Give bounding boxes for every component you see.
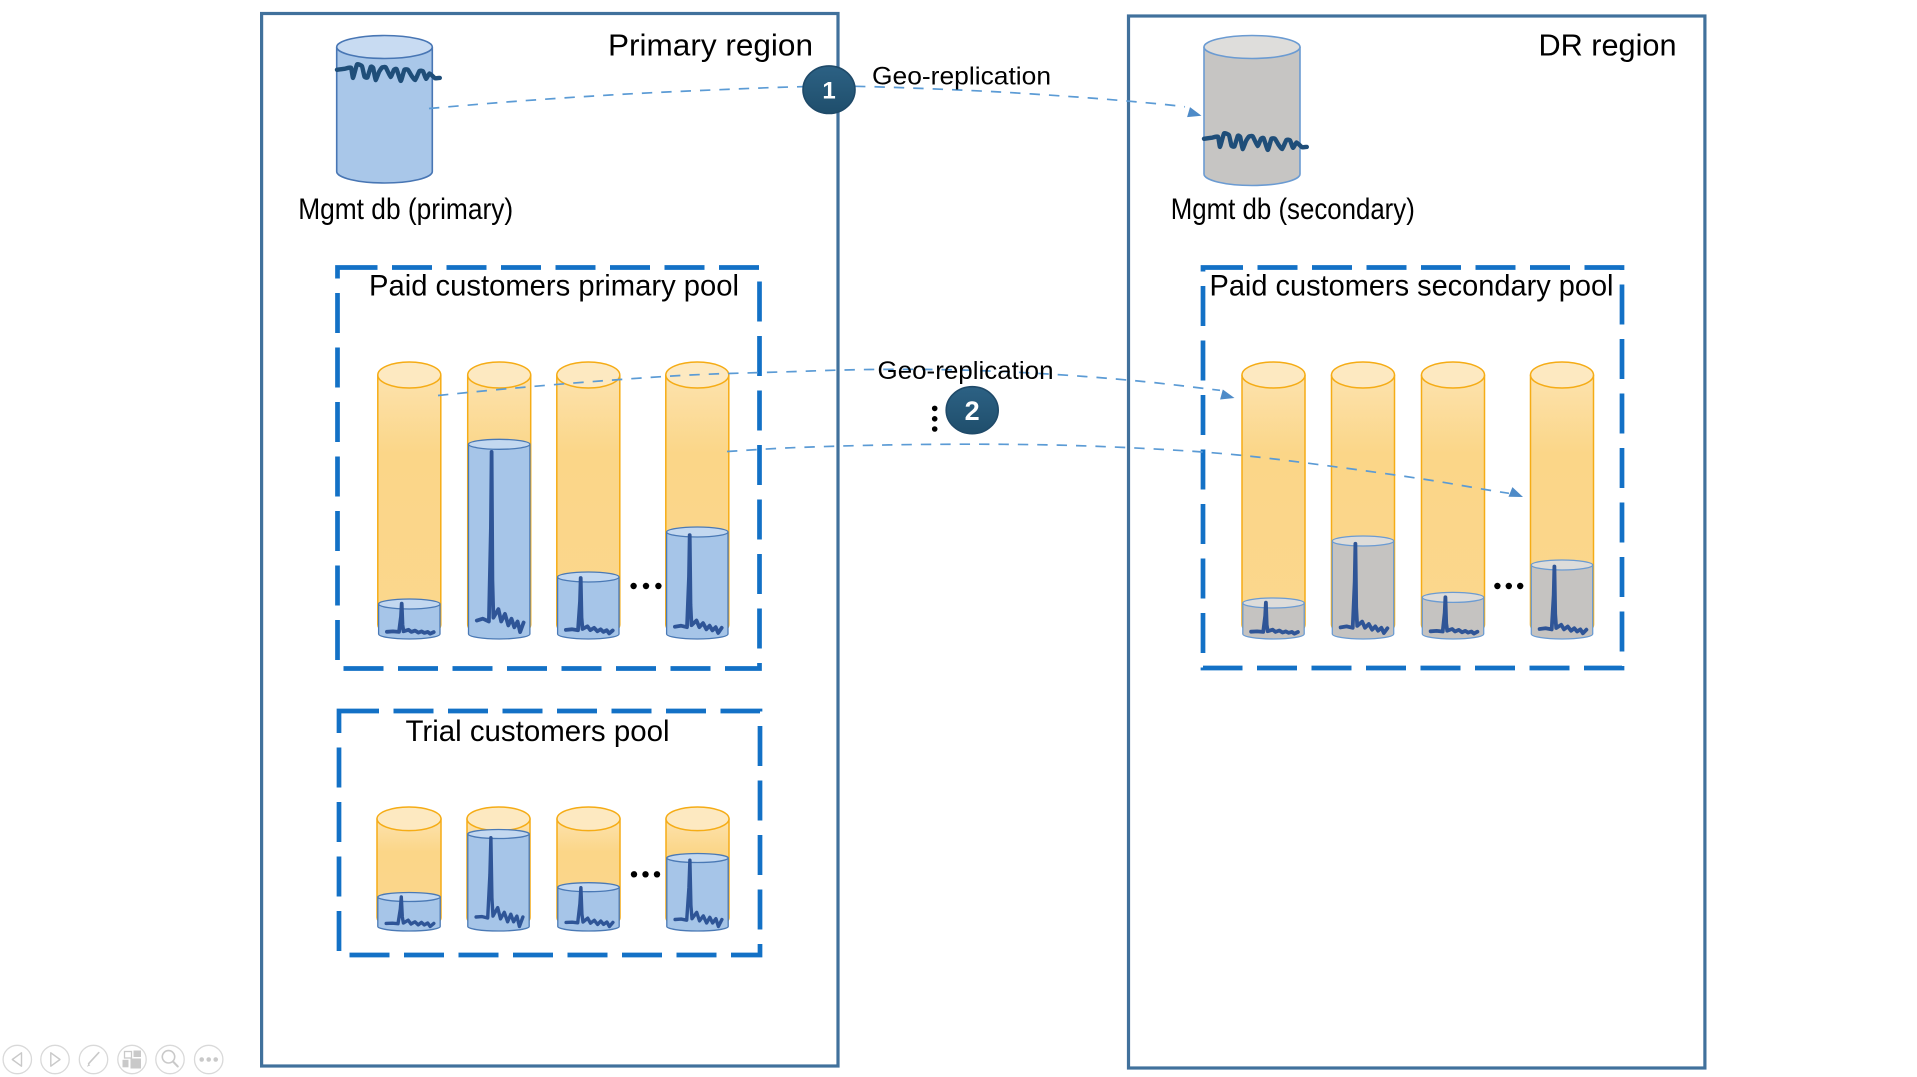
- svg-text:Primary region: Primary region: [608, 28, 813, 63]
- svg-text:Mgmt db (secondary): Mgmt db (secondary): [1171, 193, 1415, 226]
- svg-text:Geo-replication: Geo-replication: [872, 63, 1051, 91]
- svg-text:DR region: DR region: [1539, 28, 1677, 63]
- svg-text:2: 2: [965, 396, 980, 426]
- svg-text:Geo-replication: Geo-replication: [878, 357, 1054, 385]
- svg-text:Mgmt db (primary): Mgmt db (primary): [298, 193, 513, 226]
- svg-text:Trial customers pool: Trial customers pool: [406, 715, 670, 748]
- svg-text:Paid customers secondary pool: Paid customers secondary pool: [1210, 270, 1614, 303]
- svg-text:Paid customers primary pool: Paid customers primary pool: [369, 270, 739, 303]
- svg-text:1: 1: [822, 78, 835, 105]
